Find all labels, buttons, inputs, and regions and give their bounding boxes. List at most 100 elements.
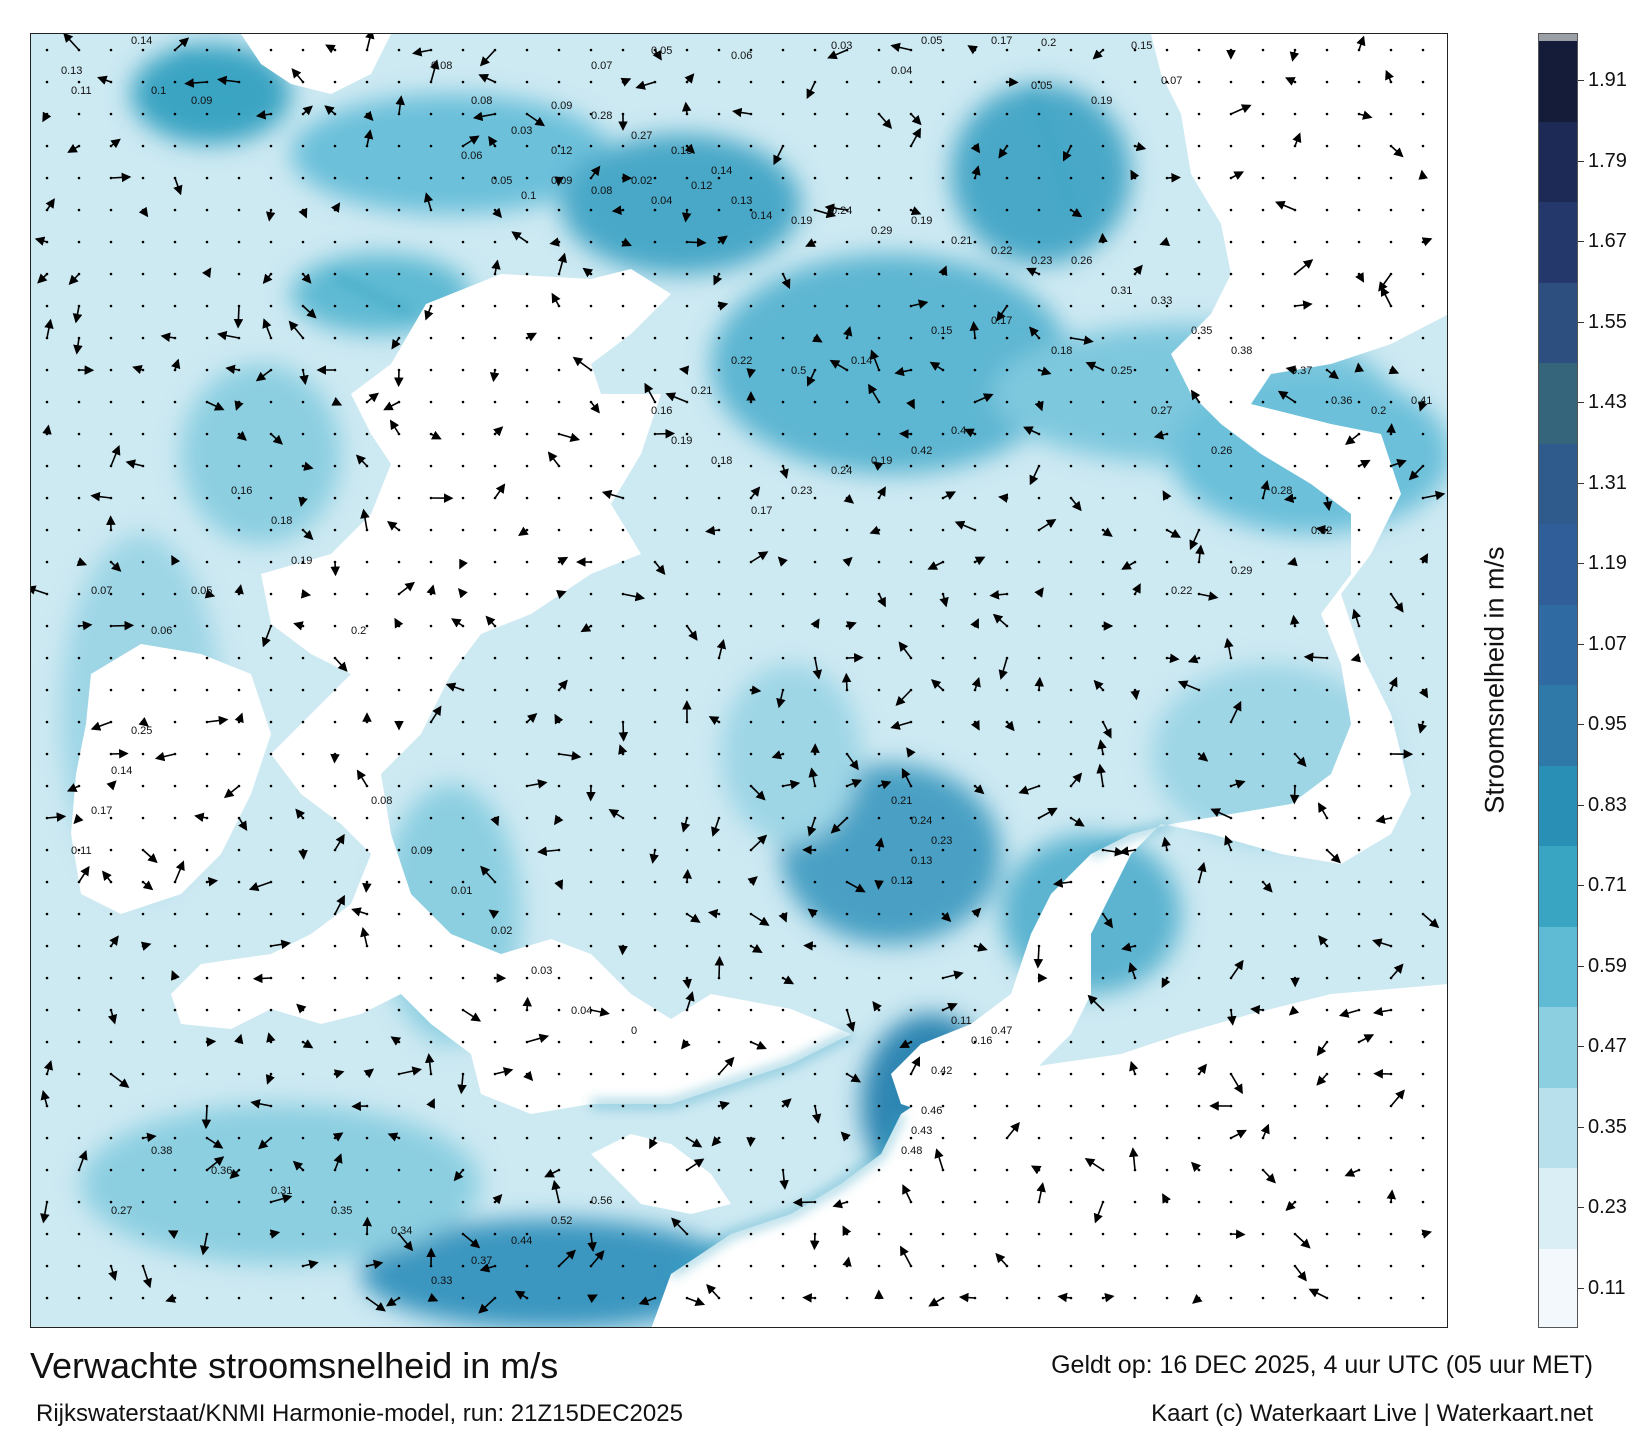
grid-dot	[621, 688, 625, 692]
grid-dot	[397, 944, 401, 948]
grid-dot	[1357, 528, 1361, 532]
grid-dot	[1197, 464, 1201, 468]
grid-dot	[749, 624, 753, 628]
grid-dot	[941, 1104, 945, 1108]
grid-dot	[653, 656, 657, 660]
grid-dot	[237, 112, 241, 116]
grid-dot	[973, 1008, 977, 1012]
grid-dot	[1325, 752, 1329, 756]
grid-dot	[429, 1168, 433, 1172]
grid-dot	[141, 1168, 145, 1172]
current-arrow	[608, 809, 624, 819]
speed-label: 0.22	[991, 245, 1012, 257]
grid-dot	[429, 1136, 433, 1140]
current-arrow	[217, 330, 240, 341]
grid-dot	[877, 976, 881, 980]
grid-dot	[461, 784, 465, 788]
grid-dot	[781, 592, 785, 596]
grid-dot	[909, 912, 913, 916]
speed-label: 0.47	[991, 1025, 1012, 1037]
grid-dot	[845, 976, 849, 980]
current-arrow	[40, 1090, 50, 1107]
map-panel[interactable]: 0.14 0.13 0.11 0.1 0.09 0.08 0.07 0.05 0.06 0.03 0…	[30, 33, 1448, 1328]
grid-dot	[1389, 336, 1393, 340]
grid-dot	[909, 240, 913, 244]
colorbar-tick-mark	[1578, 804, 1584, 806]
grid-dot	[237, 880, 241, 884]
grid-dot	[1005, 240, 1009, 244]
current-arrow	[1288, 1005, 1300, 1016]
grid-dot	[525, 656, 529, 660]
grid-dot	[749, 336, 753, 340]
current-arrow	[1098, 232, 1108, 243]
grid-dot	[1069, 1136, 1073, 1140]
current-arrow	[424, 305, 434, 321]
grid-dot	[973, 464, 977, 468]
current-speed-map[interactable]: 0.140.130.11 0.10.090.08 0.070.05 0.060.030…	[31, 34, 1448, 1328]
grid-dot	[1005, 752, 1009, 756]
speed-label: 0.06	[151, 625, 172, 637]
grid-dot	[1357, 1072, 1361, 1076]
current-arrow	[270, 1194, 293, 1204]
grid-dot	[1197, 720, 1201, 724]
grid-dot	[1421, 1104, 1425, 1108]
grid-dot	[1005, 1040, 1009, 1044]
grid-dot	[589, 752, 593, 756]
current-arrow	[621, 237, 632, 247]
current-arrow	[869, 525, 881, 535]
grid-dot	[621, 432, 625, 436]
grid-dot	[877, 1104, 881, 1108]
current-arrow	[265, 1073, 275, 1085]
grid-dot	[1421, 592, 1425, 596]
grid-dot	[109, 912, 113, 916]
grid-dot	[621, 400, 625, 404]
grid-dot	[1421, 112, 1425, 116]
grid-dot	[1197, 944, 1201, 948]
grid-dot	[1037, 752, 1041, 756]
colorbar	[1538, 33, 1578, 1328]
current-arrow	[842, 1256, 852, 1267]
grid-dot	[1197, 432, 1201, 436]
grid-dot	[1229, 496, 1233, 500]
current-arrow	[173, 177, 183, 196]
current-arrow	[40, 1201, 50, 1224]
grid-dot	[941, 944, 945, 948]
grid-dot	[205, 336, 209, 340]
grid-dot	[717, 688, 721, 692]
grid-dot	[237, 496, 241, 500]
colorbar-tick-mark	[1578, 885, 1584, 887]
speed-label: 0.31	[1111, 285, 1132, 297]
grid-dot	[749, 272, 753, 276]
grid-dot	[1357, 944, 1361, 948]
grid-dot	[333, 1264, 337, 1268]
speed-label: 0.12	[891, 875, 912, 887]
grid-dot	[77, 656, 81, 660]
current-arrow	[255, 369, 272, 382]
current-arrow	[492, 1194, 503, 1205]
current-arrow	[457, 1073, 467, 1095]
grid-dot	[653, 368, 657, 372]
grid-dot	[941, 208, 945, 212]
current-arrow	[233, 305, 244, 329]
current-arrow	[457, 587, 468, 599]
current-arrow	[705, 525, 720, 536]
grid-dot	[653, 592, 657, 596]
grid-dot	[333, 624, 337, 628]
grid-dot	[333, 1200, 337, 1204]
current-arrow	[206, 877, 219, 887]
speed-label: 0.17	[91, 805, 112, 817]
current-arrow	[76, 557, 88, 567]
grid-dot	[1165, 720, 1169, 724]
grid-dot	[909, 1008, 913, 1012]
grid-dot	[1069, 848, 1073, 852]
grid-dot	[429, 464, 433, 468]
grid-dot	[877, 1264, 881, 1268]
grid-dot	[1101, 1232, 1105, 1236]
current-arrow	[810, 618, 820, 630]
grid-dot	[877, 912, 881, 916]
speed-label: 0.1	[151, 85, 166, 97]
current-arrow	[717, 301, 729, 311]
current-arrow	[68, 273, 80, 285]
grid-dot	[589, 304, 593, 308]
current-arrow	[1085, 361, 1104, 371]
